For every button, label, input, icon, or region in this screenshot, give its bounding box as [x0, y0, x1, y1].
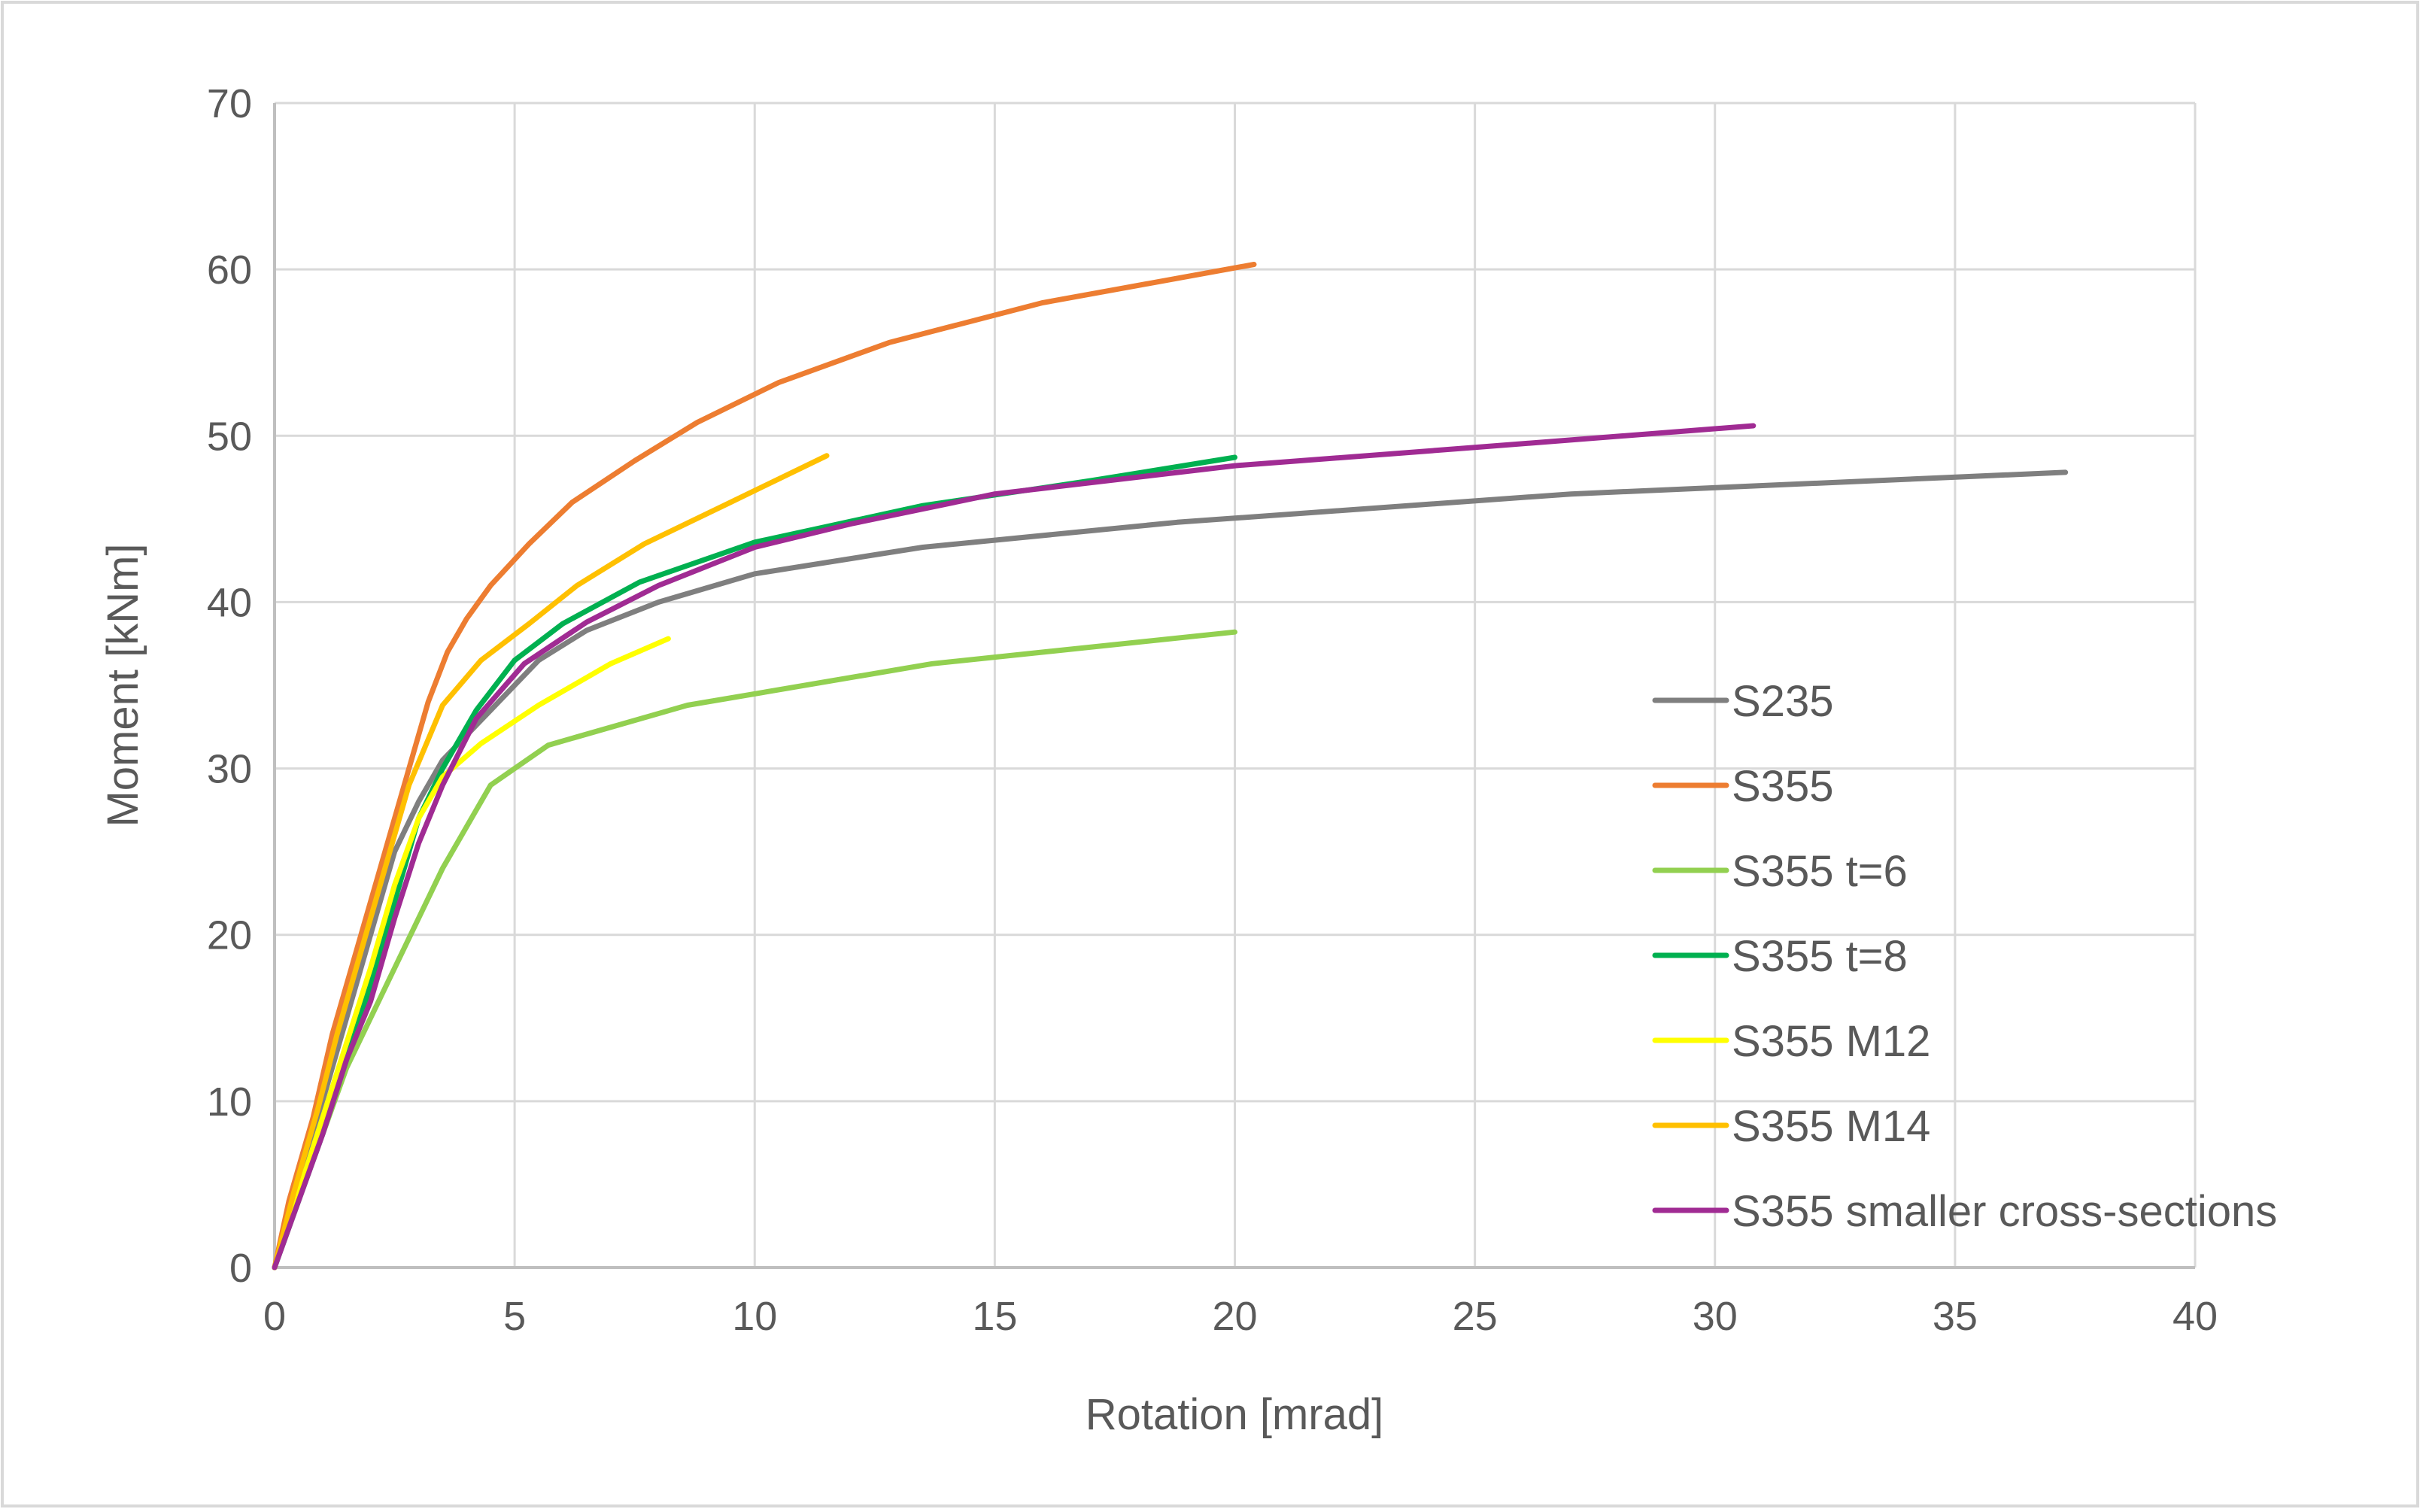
y-tick-label: 30 — [207, 747, 252, 792]
x-tick-label: 5 — [503, 1294, 526, 1339]
x-tick-label: 10 — [732, 1294, 777, 1339]
series-lines — [272, 262, 2069, 1271]
y-tick-label: 70 — [207, 81, 252, 126]
x-axis-title: Rotation [mrad] — [1086, 1390, 1384, 1439]
legend-entry: S355 M14 — [1652, 1102, 1930, 1151]
x-tick-label: 40 — [2173, 1294, 2218, 1339]
y-axis-title: Moment [kNm] — [99, 543, 147, 827]
tick-labels: 0 10 20 30 40 50 60 70 0 5 10 15 20 25 30 35 40 — [207, 81, 2218, 1339]
legend-label: S235 — [1732, 677, 1833, 726]
x-tick-label: 30 — [1693, 1294, 1738, 1339]
legend-label: S355 M12 — [1732, 1017, 1930, 1066]
y-tick-label: 50 — [207, 414, 252, 459]
legend-label: S355 — [1732, 762, 1833, 811]
legend-entry: S355 smaller cross-sections — [1652, 1187, 2277, 1236]
series-line-1 — [272, 262, 1257, 1271]
y-tick-label: 60 — [207, 247, 252, 293]
x-tick-label: 0 — [263, 1294, 286, 1339]
gridlines — [273, 102, 2197, 1269]
y-tick-label: 20 — [207, 913, 252, 958]
legend-entry: S355 t=6 — [1652, 847, 1908, 896]
x-tick-label: 20 — [1212, 1294, 1257, 1339]
legend-entry: S355 t=8 — [1652, 932, 1908, 981]
legend: S235 S355 S355 t=6 S355 t=8 S355 M12 S355 M14… — [1652, 677, 2277, 1236]
series-line-4 — [272, 636, 671, 1271]
series-line-5 — [272, 453, 830, 1271]
legend-label: S355 smaller cross-sections — [1732, 1187, 2277, 1236]
x-tick-label: 15 — [972, 1294, 1017, 1339]
axes — [273, 103, 2195, 1269]
legend-label: S355 t=6 — [1732, 847, 1908, 896]
legend-label: S355 t=8 — [1732, 932, 1908, 981]
x-tick-label: 25 — [1453, 1294, 1498, 1339]
y-tick-label: 40 — [207, 580, 252, 625]
y-tick-label: 0 — [229, 1246, 252, 1291]
legend-label: S355 M14 — [1732, 1102, 1930, 1151]
y-tick-label: 10 — [207, 1079, 252, 1125]
legend-entry: S235 — [1652, 677, 1833, 726]
x-tick-label: 35 — [1933, 1294, 1978, 1339]
legend-entry: S355 — [1652, 762, 1833, 811]
legend-entry: S355 M12 — [1652, 1017, 1930, 1066]
series-line-6 — [272, 423, 1757, 1271]
